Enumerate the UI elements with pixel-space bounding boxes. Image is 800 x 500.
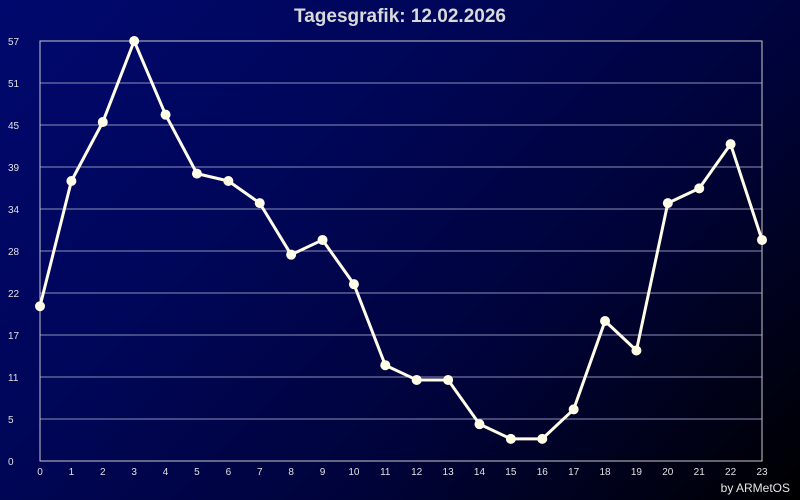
- data-point: [631, 345, 642, 356]
- x-tick-label: 9: [320, 467, 326, 478]
- y-tick-label: 22: [8, 289, 20, 300]
- x-tick-label: 0: [37, 467, 43, 478]
- data-point: [443, 374, 454, 385]
- x-tick-label: 8: [288, 467, 294, 478]
- x-tick-label: 11: [380, 467, 391, 478]
- x-tick-label: 20: [662, 467, 674, 478]
- data-point: [725, 139, 736, 150]
- credit-text: by ARMetOS: [720, 481, 790, 495]
- data-point: [66, 176, 77, 186]
- y-tick-label: 45: [8, 121, 20, 132]
- data-point: [662, 198, 673, 209]
- data-point: [694, 183, 705, 194]
- y-tick-label: 0: [8, 457, 14, 468]
- x-tick-label: 21: [694, 467, 706, 478]
- y-tick-label: 17: [8, 331, 20, 342]
- plot-frame: [39, 40, 763, 462]
- x-tick-label: 16: [537, 467, 549, 478]
- x-tick-label: 1: [69, 467, 75, 478]
- chart-title: Tagesgrafik: 12.02.2026: [294, 6, 506, 27]
- x-tick-label: 22: [725, 467, 737, 478]
- y-tick-label: 51: [8, 79, 20, 90]
- x-tick-label: 19: [631, 467, 643, 478]
- data-point: [35, 301, 45, 312]
- y-tick-label: 39: [8, 163, 20, 174]
- x-tick-label: 7: [257, 467, 263, 478]
- data-point: [191, 168, 202, 179]
- y-axis-ticks: 0 5 11 17 22 28 34 39 45 51 57: [8, 37, 20, 468]
- y-tick-label: 11: [8, 373, 19, 384]
- data-point: [380, 360, 391, 371]
- data-point: [223, 176, 234, 186]
- data-point: [568, 404, 579, 415]
- x-axis-ticks: 0 1 2 3 4 5 6 7 8 9 10 11 12 13 14 15 16 17 18 19 20 21 22 23: [37, 467, 768, 478]
- x-tick-label: 10: [348, 467, 360, 478]
- y-tick-label: 5: [8, 415, 14, 426]
- x-tick-label: 14: [474, 467, 486, 478]
- data-point: [348, 279, 359, 290]
- x-tick-label: 2: [100, 467, 106, 478]
- x-tick-label: 17: [568, 467, 580, 478]
- data-point: [286, 249, 297, 260]
- data-point: [600, 316, 611, 326]
- x-tick-label: 12: [411, 467, 423, 478]
- y-tick-label: 28: [8, 247, 20, 258]
- y-tick-label: 57: [8, 37, 20, 48]
- x-tick-label: 5: [194, 467, 200, 478]
- y-tick-label: 34: [8, 205, 20, 216]
- x-tick-label: 6: [226, 467, 232, 478]
- data-point: [537, 433, 548, 444]
- x-tick-label: 23: [756, 467, 768, 478]
- data-point: [505, 433, 516, 444]
- data-point: [757, 234, 767, 245]
- x-tick-label: 15: [505, 467, 517, 478]
- data-point: [97, 117, 108, 128]
- data-point: [129, 36, 140, 46]
- grid-lines: [40, 82, 762, 420]
- series-line: [38, 39, 764, 441]
- data-point: [254, 198, 265, 209]
- x-tick-label: 3: [131, 467, 137, 478]
- data-points: [35, 36, 767, 444]
- x-tick-label: 13: [443, 467, 455, 478]
- data-point: [160, 109, 171, 120]
- data-point: [474, 419, 485, 430]
- x-tick-label: 18: [599, 467, 611, 478]
- data-point: [317, 234, 328, 245]
- x-tick-label: 4: [163, 467, 169, 478]
- data-point: [411, 374, 422, 385]
